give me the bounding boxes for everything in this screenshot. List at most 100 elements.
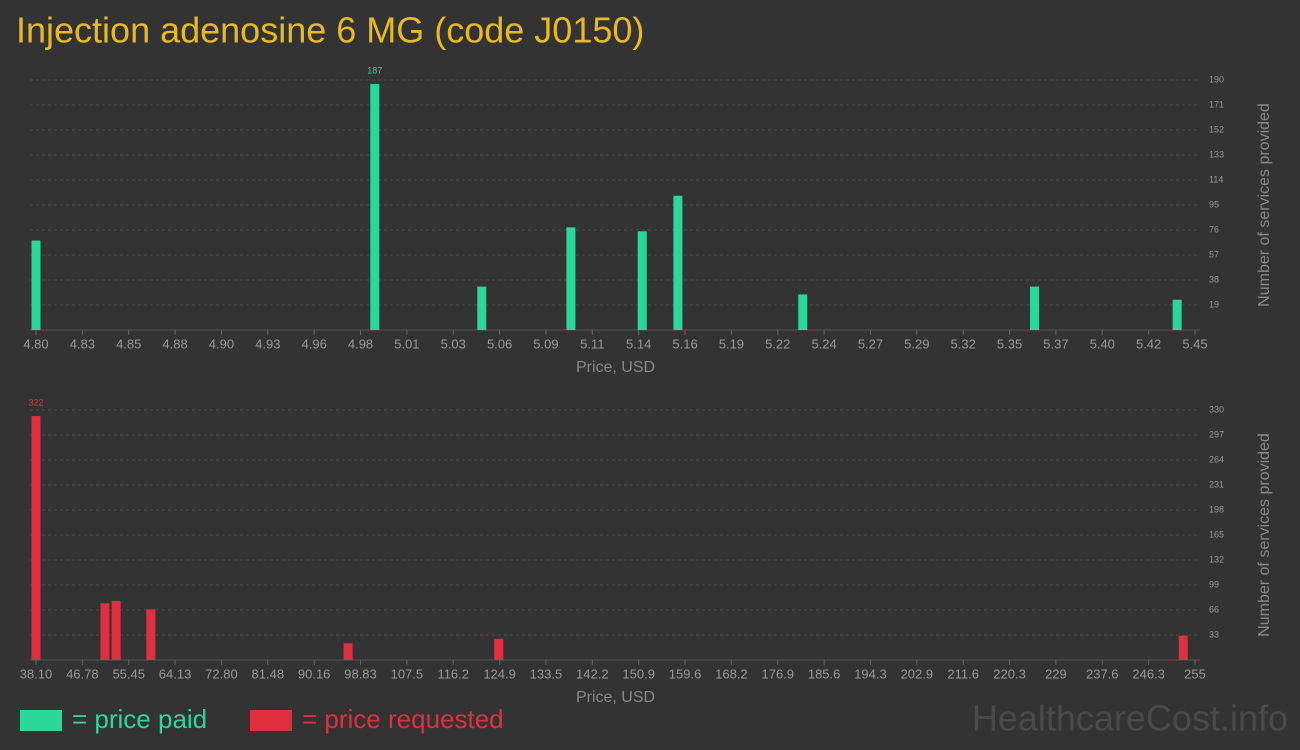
y-tick-label: 231 — [1209, 479, 1224, 489]
x-tick-label: 4.80 — [23, 336, 48, 351]
y-tick-label: 198 — [1209, 504, 1224, 514]
bar — [31, 416, 41, 660]
bar — [1178, 635, 1188, 660]
legend-swatch — [250, 710, 292, 731]
x-axis-title: Price, USD — [576, 359, 655, 376]
x-tick-label: 5.27 — [858, 336, 883, 351]
x-tick-label: 255 — [1184, 666, 1206, 681]
x-tick-label: 38.10 — [20, 666, 53, 681]
x-tick-label: 211.6 — [947, 666, 979, 681]
x-tick-label: 5.22 — [765, 336, 790, 351]
bar — [370, 83, 380, 331]
x-tick-label: 4.88 — [162, 336, 187, 351]
y-tick-label: 264 — [1209, 454, 1224, 464]
y-tick-label: 76 — [1209, 224, 1219, 234]
y-tick-label: 66 — [1209, 604, 1219, 614]
x-tick-label: 237.6 — [1086, 666, 1119, 681]
x-tick-label: 5.01 — [394, 336, 419, 351]
y-tick-label: 57 — [1209, 249, 1219, 259]
y-tick-label: 190 — [1209, 74, 1224, 84]
y-tick-label: 330 — [1209, 404, 1224, 414]
y-axis-title: Number of services provided — [1256, 433, 1273, 637]
x-axis-title: Price, USD — [576, 689, 655, 706]
x-tick-label: 5.16 — [672, 336, 697, 351]
x-tick-label: 5.09 — [533, 336, 558, 351]
x-tick-label: 176.9 — [761, 666, 794, 681]
bar — [1172, 299, 1182, 330]
x-tick-label: 4.90 — [209, 336, 234, 351]
x-tick-label: 5.14 — [626, 336, 651, 351]
x-tick-label: 72.80 — [205, 666, 238, 681]
x-tick-label: 142.2 — [576, 666, 609, 681]
y-tick-label: 19 — [1209, 299, 1219, 309]
x-tick-label: 150.9 — [622, 666, 655, 681]
bar — [798, 294, 808, 330]
bar — [146, 609, 156, 660]
x-tick-label: 246.3 — [1132, 666, 1165, 681]
bar — [343, 643, 353, 660]
x-tick-label: 124.9 — [483, 666, 516, 681]
x-tick-label: 4.93 — [255, 336, 280, 351]
x-tick-label: 107.5 — [391, 666, 424, 681]
y-tick-label: 297 — [1209, 429, 1224, 439]
x-tick-label: 185.6 — [808, 666, 841, 681]
bar — [566, 227, 576, 330]
legend-swatch — [20, 710, 62, 731]
x-tick-label: 5.42 — [1136, 336, 1161, 351]
y-tick-label: 171 — [1209, 99, 1224, 109]
y-tick-label: 133 — [1209, 149, 1224, 159]
y-tick-label: 132 — [1209, 554, 1224, 564]
legend-label: = price paid — [72, 704, 207, 734]
x-tick-label: 5.37 — [1043, 336, 1068, 351]
y-axis-title: Number of services provided — [1256, 103, 1273, 307]
value-label: 187 — [367, 65, 382, 75]
x-tick-label: 90.16 — [298, 666, 331, 681]
x-tick-label: 98.83 — [344, 666, 377, 681]
x-tick-label: 81.48 — [252, 666, 285, 681]
legend-label: = price requested — [302, 704, 504, 734]
x-tick-label: 159.6 — [669, 666, 702, 681]
x-tick-label: 5.32 — [951, 336, 976, 351]
x-tick-label: 194.3 — [854, 666, 887, 681]
x-tick-label: 5.03 — [441, 336, 466, 351]
y-tick-label: 152 — [1209, 124, 1224, 134]
x-tick-label: 5.45 — [1182, 336, 1207, 351]
bar — [477, 286, 487, 330]
x-tick-label: 4.96 — [302, 336, 327, 351]
x-tick-label: 5.24 — [811, 336, 836, 351]
bar — [1030, 286, 1040, 330]
bar — [111, 600, 121, 660]
watermark: HealthcareCost.info — [972, 698, 1288, 739]
x-tick-label: 55.45 — [112, 666, 145, 681]
x-tick-label: 5.35 — [997, 336, 1022, 351]
bar — [494, 638, 504, 660]
y-tick-label: 165 — [1209, 529, 1224, 539]
x-tick-label: 5.40 — [1090, 336, 1115, 351]
x-tick-label: 220.3 — [993, 666, 1026, 681]
y-tick-label: 114 — [1209, 174, 1223, 184]
x-tick-label: 202.9 — [901, 666, 934, 681]
bar — [100, 603, 110, 660]
x-tick-label: 5.19 — [719, 336, 744, 351]
y-tick-label: 95 — [1209, 199, 1219, 209]
page-title: Injection adenosine 6 MG (code J0150) — [16, 10, 644, 51]
x-tick-label: 229 — [1045, 666, 1067, 681]
x-tick-label: 4.85 — [116, 336, 141, 351]
x-tick-label: 46.78 — [66, 666, 99, 681]
y-tick-label: 99 — [1209, 579, 1219, 589]
x-tick-label: 5.11 — [580, 336, 604, 351]
x-tick-label: 116.2 — [437, 666, 469, 681]
x-tick-label: 133.5 — [530, 666, 563, 681]
value-label: 322 — [28, 397, 43, 407]
x-tick-label: 168.2 — [715, 666, 748, 681]
y-tick-label: 38 — [1209, 274, 1219, 284]
x-tick-label: 64.13 — [159, 666, 192, 681]
y-tick-label: 33 — [1209, 629, 1219, 639]
x-tick-label: 5.06 — [487, 336, 512, 351]
x-tick-label: 4.98 — [348, 336, 373, 351]
bar — [31, 240, 41, 330]
bar — [673, 195, 683, 330]
x-tick-label: 4.83 — [70, 336, 95, 351]
